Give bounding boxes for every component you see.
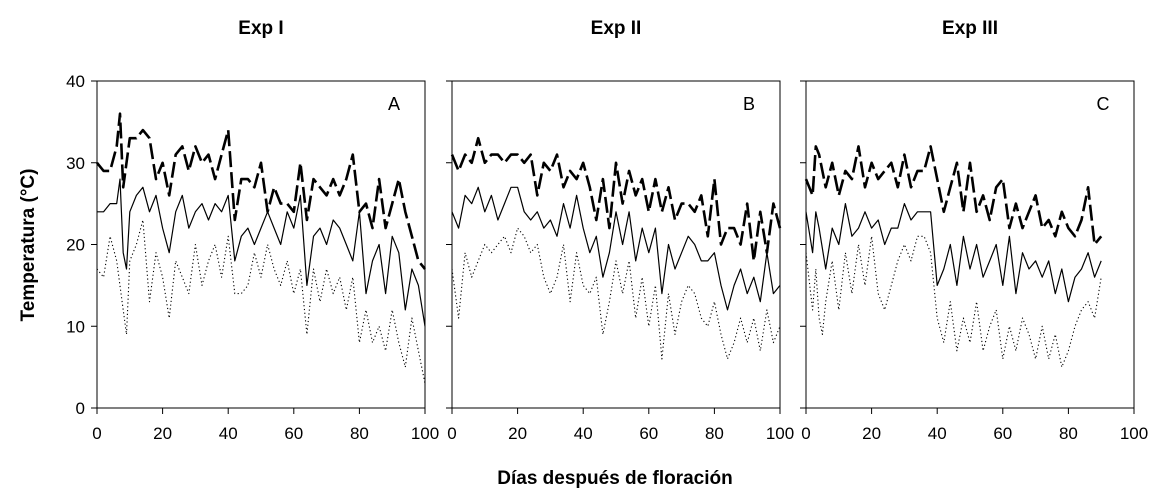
x-tick-label: 20: [153, 424, 172, 443]
panel-letter: C: [1097, 94, 1110, 114]
panel-1: Exp I 0 10 20 30 40 0 20 40 60 80 100 A: [66, 18, 439, 443]
panel-2: Exp II 0 20 40 60 80 100 B: [446, 18, 794, 443]
y-tick-label: 20: [66, 236, 85, 255]
series-line-min: [805, 235, 1102, 368]
panel-title: Exp II: [591, 18, 642, 39]
x-tick-label: 0: [92, 424, 101, 443]
x-tick-label: 100: [411, 424, 439, 443]
plot-frame: [451, 80, 781, 409]
x-tick-label: 20: [508, 424, 527, 443]
x-tick-label: 100: [1120, 424, 1148, 443]
x-tick-label: 0: [801, 424, 810, 443]
x-tick-label: 20: [862, 424, 881, 443]
series-line-mean: [805, 203, 1102, 303]
x-tick-label: 60: [284, 424, 303, 443]
y-tick-label: 0: [76, 399, 85, 418]
series-line-mean: [97, 178, 426, 327]
y-tick-label: 40: [66, 72, 85, 91]
panel-title: Exp I: [238, 18, 283, 39]
x-tick-label: 40: [574, 424, 593, 443]
plot-frame: [805, 80, 1135, 409]
y-tick-label: 30: [66, 154, 85, 173]
x-tick-label: 100: [766, 424, 794, 443]
x-tick-label: 40: [219, 424, 238, 443]
x-tick-label: 60: [639, 424, 658, 443]
panel-title: Exp III: [942, 18, 998, 39]
plot-frame: [96, 80, 426, 409]
chart-panels: Exp I 0 10 20 30 40 0 20 40 60 80 100 A Exp II 0 20 40 60…: [66, 18, 1148, 443]
x-tick-label: 0: [447, 424, 456, 443]
x-tick-label: 80: [705, 424, 724, 443]
series-line-min: [451, 227, 781, 360]
panel-letter: A: [388, 94, 400, 114]
series-line-min: [96, 219, 426, 384]
x-tick-label: 40: [928, 424, 947, 443]
x-tick-label: 80: [350, 424, 369, 443]
y-tick-label: 10: [66, 317, 85, 336]
y-axis-title: Temperatura (°C): [18, 169, 39, 322]
series-line-max: [804, 145, 1103, 246]
series-line-max: [450, 136, 782, 263]
x-axis-title: Días después de floración: [497, 468, 732, 489]
panel-letter: B: [743, 94, 755, 114]
series-line-mean: [451, 186, 781, 311]
series-line-max: [95, 112, 427, 270]
panel-3: Exp III 0 20 40 60 80 100 C: [800, 18, 1148, 443]
x-tick-label: 60: [993, 424, 1012, 443]
x-tick-label: 80: [1059, 424, 1078, 443]
